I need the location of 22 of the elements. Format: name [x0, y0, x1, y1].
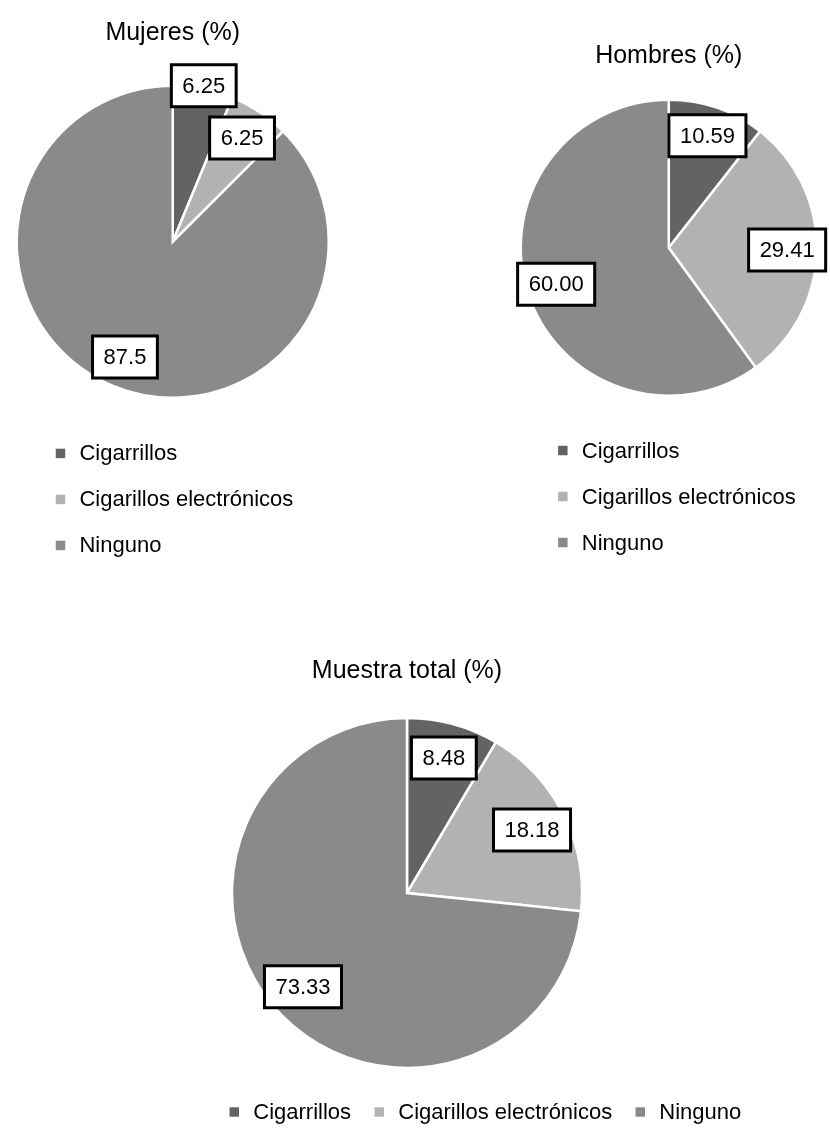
- data-label: 6.25: [182, 72, 226, 98]
- legend-label: Cigarillos electrónicos: [398, 1099, 613, 1124]
- data-label: 18.18: [504, 817, 560, 842]
- legend-label: Cigarrillos: [253, 1099, 352, 1124]
- data-label: 87.5: [103, 344, 147, 370]
- legend-label: Cigarillos electrónicos: [582, 483, 796, 509]
- legend-label: Ninguno: [79, 532, 162, 558]
- chart-title: Hombres (%): [595, 40, 743, 69]
- chart-title: Muestra total (%): [311, 655, 503, 683]
- chart-title: Mujeres (%): [105, 16, 241, 45]
- legend-label: Ninguno: [659, 1099, 742, 1124]
- legend-label: Cigarrillos: [582, 437, 680, 463]
- data-label: 8.48: [422, 744, 466, 770]
- data-label: 10.59: [680, 123, 736, 149]
- data-label: 29.41: [759, 237, 815, 263]
- data-label: 6.25: [220, 125, 264, 151]
- data-label: 60.00: [528, 271, 584, 297]
- legend-label: Ninguno: [582, 529, 664, 555]
- data-label: 73.33: [275, 973, 331, 999]
- legend-label: Cigarillos electrónicos: [79, 486, 294, 512]
- pie-slice: [230, 716, 583, 1069]
- legend-label: Cigarrillos: [79, 440, 178, 466]
